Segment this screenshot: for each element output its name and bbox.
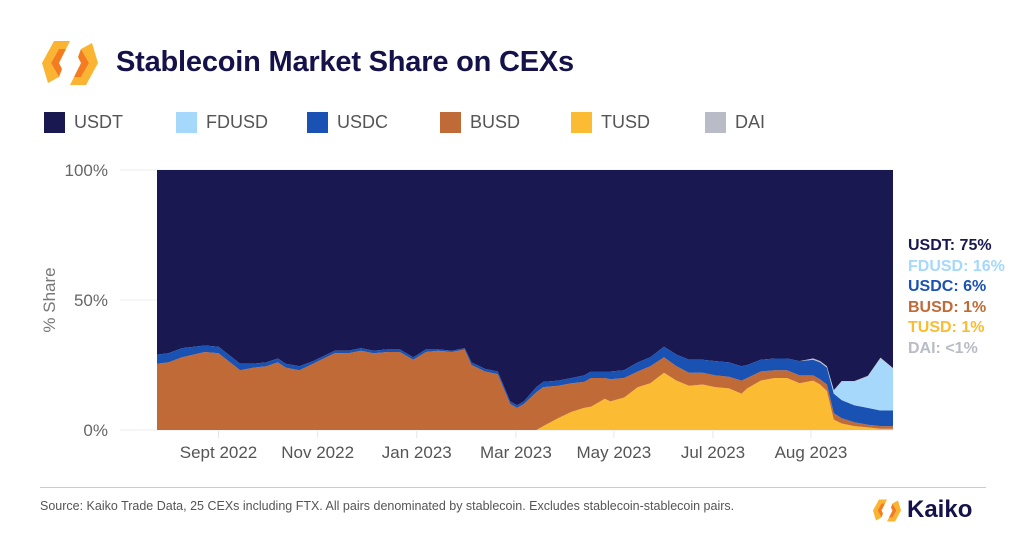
series-areas <box>157 170 893 430</box>
end-label-dai: DAI: <1% <box>908 339 978 357</box>
legend-swatch-tusd <box>571 112 592 133</box>
end-label-tusd: TUSD: 1% <box>908 319 985 336</box>
legend-label-dai: DAI <box>735 112 766 132</box>
end-label-usdc: USDC: 6% <box>908 278 987 295</box>
legend-swatch-busd <box>440 112 461 133</box>
x-tick-label: May 2023 <box>577 443 652 462</box>
x-tick-label: Jul 2023 <box>681 443 745 462</box>
area-busd <box>157 349 893 430</box>
x-axis-ticks: Sept 2022 Nov 2022 Jan 2023 Mar 2023 May 202… <box>180 443 848 462</box>
end-labels: USDT: 75% FDUSD: 16% USDC: 6% BUSD: 1% T… <box>908 236 1005 359</box>
y-axis-ticks: 0% 50% 100% <box>65 161 108 440</box>
footer-divider <box>40 487 986 488</box>
y-tick-label: 50% <box>74 291 108 310</box>
legend: USDT FDUSD USDC BUSD TUSD DAI <box>44 112 765 133</box>
legend-item-dai: DAI <box>705 112 765 133</box>
brand: Kaiko <box>872 496 972 524</box>
x-tick-label: Sept 2022 <box>180 443 258 462</box>
legend-label-usdt: USDT <box>74 112 123 132</box>
end-label-fdusd: FDUSD: 16% <box>908 257 1005 275</box>
legend-swatch-usdt <box>44 112 65 133</box>
x-tick-label: Jan 2023 <box>382 443 452 462</box>
legend-label-tusd: TUSD <box>601 112 650 132</box>
kaiko-logo-icon <box>42 41 98 85</box>
legend-swatch-dai <box>705 112 726 133</box>
legend-item-tusd: TUSD <box>571 112 705 133</box>
legend-swatch-usdc <box>307 112 328 133</box>
area-usdt <box>157 170 893 406</box>
legend-swatch-fdusd <box>176 112 197 133</box>
legend-label-busd: BUSD <box>470 112 521 132</box>
end-label-busd: BUSD: 1% <box>908 298 987 316</box>
kaiko-brand-icon <box>873 499 901 521</box>
end-label-usdt: USDT: 75% <box>908 237 992 254</box>
legend-item-usdt: USDT <box>44 112 176 133</box>
legend-item-usdc: USDC <box>307 112 440 133</box>
legend-label-usdc: USDC <box>337 112 389 132</box>
area-tusd <box>157 372 893 430</box>
y-axis-title: % Share <box>40 267 59 332</box>
legend-label-fdusd: FDUSD <box>206 112 268 132</box>
legend-item-busd: BUSD <box>440 112 571 133</box>
x-tick-label: Aug 2023 <box>775 443 848 462</box>
brand-name: Kaiko <box>907 496 973 523</box>
x-tick-label: Mar 2023 <box>480 443 552 462</box>
source-note: Source: Kaiko Trade Data, 25 CEXs includ… <box>40 499 735 513</box>
y-tick-label: 100% <box>65 161 108 180</box>
area-usdc <box>157 345 893 427</box>
legend-item-fdusd: FDUSD <box>176 112 307 133</box>
y-tick-label: 0% <box>83 421 108 440</box>
x-tick-label: Nov 2022 <box>281 443 354 462</box>
chart-title: Stablecoin Market Share on CEXs <box>116 46 574 78</box>
